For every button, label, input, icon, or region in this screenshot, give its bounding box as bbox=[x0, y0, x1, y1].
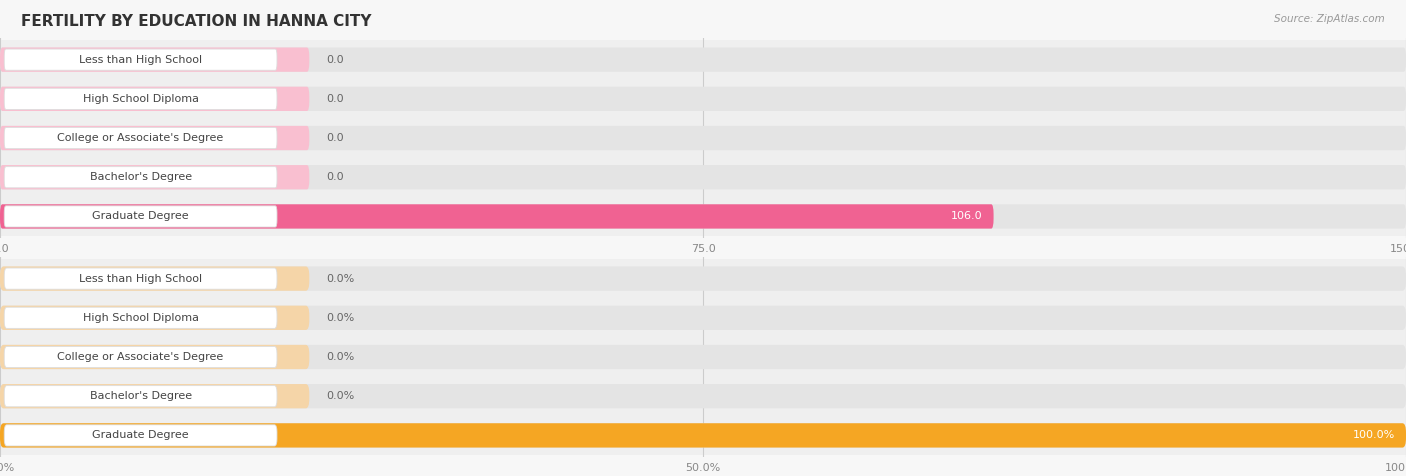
FancyBboxPatch shape bbox=[0, 40, 1406, 79]
FancyBboxPatch shape bbox=[0, 165, 1406, 189]
FancyBboxPatch shape bbox=[0, 126, 1406, 150]
Text: Graduate Degree: Graduate Degree bbox=[93, 211, 188, 221]
FancyBboxPatch shape bbox=[0, 48, 309, 72]
FancyBboxPatch shape bbox=[4, 206, 277, 227]
FancyBboxPatch shape bbox=[0, 306, 309, 330]
FancyBboxPatch shape bbox=[0, 259, 1406, 298]
FancyBboxPatch shape bbox=[4, 88, 277, 109]
Text: 0.0%: 0.0% bbox=[326, 274, 354, 284]
Text: FERTILITY BY EDUCATION IN HANNA CITY: FERTILITY BY EDUCATION IN HANNA CITY bbox=[21, 14, 371, 30]
FancyBboxPatch shape bbox=[0, 87, 309, 111]
Text: 0.0: 0.0 bbox=[326, 94, 344, 104]
FancyBboxPatch shape bbox=[0, 119, 1406, 158]
FancyBboxPatch shape bbox=[0, 423, 1406, 447]
FancyBboxPatch shape bbox=[0, 384, 309, 408]
Text: Bachelor's Degree: Bachelor's Degree bbox=[90, 172, 191, 182]
Text: College or Associate's Degree: College or Associate's Degree bbox=[58, 352, 224, 362]
FancyBboxPatch shape bbox=[4, 167, 277, 188]
FancyBboxPatch shape bbox=[0, 423, 1406, 447]
FancyBboxPatch shape bbox=[0, 345, 309, 369]
Text: 0.0: 0.0 bbox=[326, 172, 344, 182]
FancyBboxPatch shape bbox=[4, 268, 277, 289]
FancyBboxPatch shape bbox=[0, 337, 1406, 377]
Text: High School Diploma: High School Diploma bbox=[83, 94, 198, 104]
Text: 106.0: 106.0 bbox=[950, 211, 983, 221]
FancyBboxPatch shape bbox=[0, 345, 1406, 369]
Text: 0.0%: 0.0% bbox=[326, 391, 354, 401]
FancyBboxPatch shape bbox=[0, 306, 1406, 330]
FancyBboxPatch shape bbox=[4, 307, 277, 328]
FancyBboxPatch shape bbox=[0, 416, 1406, 455]
Text: High School Diploma: High School Diploma bbox=[83, 313, 198, 323]
Text: College or Associate's Degree: College or Associate's Degree bbox=[58, 133, 224, 143]
FancyBboxPatch shape bbox=[0, 165, 309, 189]
FancyBboxPatch shape bbox=[0, 126, 309, 150]
Text: Graduate Degree: Graduate Degree bbox=[93, 430, 188, 440]
FancyBboxPatch shape bbox=[0, 267, 1406, 291]
FancyBboxPatch shape bbox=[4, 347, 277, 367]
Text: 0.0%: 0.0% bbox=[326, 352, 354, 362]
FancyBboxPatch shape bbox=[0, 204, 994, 228]
FancyBboxPatch shape bbox=[4, 386, 277, 407]
FancyBboxPatch shape bbox=[0, 377, 1406, 416]
Text: Less than High School: Less than High School bbox=[79, 274, 202, 284]
FancyBboxPatch shape bbox=[0, 204, 1406, 228]
FancyBboxPatch shape bbox=[0, 267, 309, 291]
FancyBboxPatch shape bbox=[0, 158, 1406, 197]
FancyBboxPatch shape bbox=[0, 48, 1406, 72]
FancyBboxPatch shape bbox=[4, 49, 277, 70]
Text: 0.0%: 0.0% bbox=[326, 313, 354, 323]
Text: 0.0: 0.0 bbox=[326, 133, 344, 143]
Text: Less than High School: Less than High School bbox=[79, 55, 202, 65]
Text: 0.0: 0.0 bbox=[326, 55, 344, 65]
FancyBboxPatch shape bbox=[0, 79, 1406, 119]
FancyBboxPatch shape bbox=[4, 128, 277, 149]
FancyBboxPatch shape bbox=[0, 384, 1406, 408]
FancyBboxPatch shape bbox=[4, 425, 277, 446]
Text: 100.0%: 100.0% bbox=[1353, 430, 1395, 440]
FancyBboxPatch shape bbox=[0, 197, 1406, 236]
FancyBboxPatch shape bbox=[0, 298, 1406, 337]
Text: Source: ZipAtlas.com: Source: ZipAtlas.com bbox=[1274, 14, 1385, 24]
Text: Bachelor's Degree: Bachelor's Degree bbox=[90, 391, 191, 401]
FancyBboxPatch shape bbox=[0, 87, 1406, 111]
